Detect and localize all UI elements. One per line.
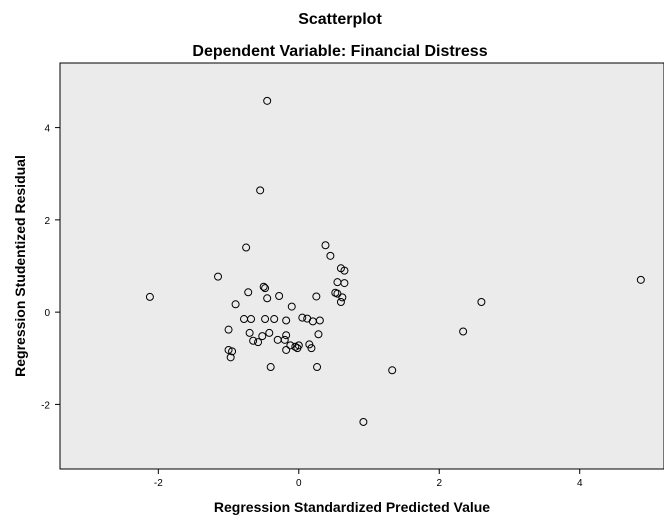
scatter-point bbox=[224, 345, 233, 354]
scatter-point bbox=[298, 313, 307, 322]
x-tick-label: -2 bbox=[154, 478, 163, 489]
scatter-point bbox=[388, 366, 397, 375]
scatter-point bbox=[282, 331, 291, 340]
scatter-point bbox=[224, 325, 233, 334]
scatter-point bbox=[247, 315, 256, 324]
y-axis-label: Regression Studentized Residual bbox=[12, 155, 28, 377]
data-points bbox=[145, 96, 645, 426]
scatter-point bbox=[287, 302, 296, 311]
scatter-point bbox=[242, 243, 251, 252]
scatter-point bbox=[280, 335, 289, 344]
scatter-point bbox=[275, 291, 284, 300]
scatter-point bbox=[263, 96, 272, 105]
scatter-point bbox=[256, 186, 265, 195]
scatter-point bbox=[359, 417, 368, 426]
scatter-point bbox=[214, 272, 223, 281]
scatter-point bbox=[338, 293, 347, 302]
x-tick-label: 2 bbox=[436, 478, 442, 489]
scatter-point bbox=[258, 332, 267, 341]
chart-subtitle: Dependent Variable: Financial Distress bbox=[192, 43, 487, 60]
scatter-point bbox=[315, 316, 324, 325]
x-axis-label: Regression Standardized Predicted Value bbox=[214, 499, 490, 515]
scatter-point bbox=[291, 342, 300, 351]
scatter-point bbox=[231, 300, 240, 309]
scatter-point bbox=[340, 266, 349, 275]
scatter-point bbox=[293, 344, 302, 353]
scatter-point bbox=[336, 297, 345, 306]
scatter-point bbox=[282, 345, 291, 354]
scatter-point bbox=[265, 328, 274, 337]
scatter-point bbox=[340, 279, 349, 288]
scatter-point bbox=[459, 327, 468, 336]
y-tick-label: 0 bbox=[44, 308, 50, 319]
y-tick-label: 4 bbox=[44, 124, 50, 135]
chart-title: Scatterplot bbox=[298, 11, 382, 28]
scatter-point bbox=[249, 336, 258, 345]
y-tick-label: 2 bbox=[44, 216, 50, 227]
scatter-point bbox=[266, 363, 275, 372]
scatter-point bbox=[263, 294, 272, 303]
scatter-point bbox=[270, 315, 279, 324]
scatter-point bbox=[307, 344, 316, 353]
scatter-point bbox=[226, 353, 235, 362]
scatter-point bbox=[282, 316, 291, 325]
scatter-point bbox=[145, 292, 154, 301]
x-tick-label: 4 bbox=[577, 478, 583, 489]
y-axis-ticks: -2 0 2 4 bbox=[41, 124, 60, 411]
scatter-point bbox=[326, 251, 335, 260]
scatter-point bbox=[245, 328, 254, 337]
scatter-point bbox=[636, 275, 645, 284]
scatter-point bbox=[314, 330, 323, 339]
scatter-point bbox=[228, 347, 237, 356]
scatter-point bbox=[254, 338, 263, 347]
scatter-point bbox=[261, 284, 270, 293]
scatter-point bbox=[312, 292, 321, 301]
scatter-point bbox=[321, 241, 330, 250]
scatter-point bbox=[313, 363, 322, 372]
scatter-point bbox=[286, 341, 295, 350]
plot-area bbox=[59, 62, 664, 470]
scatter-point bbox=[244, 288, 253, 297]
x-tick-label: 0 bbox=[296, 478, 302, 489]
scatter-point bbox=[477, 297, 486, 306]
scatter-point bbox=[261, 315, 270, 324]
scatter-point bbox=[259, 282, 268, 291]
y-tick-label: -2 bbox=[41, 400, 50, 411]
x-axis-ticks: -2 0 2 4 bbox=[154, 469, 583, 489]
